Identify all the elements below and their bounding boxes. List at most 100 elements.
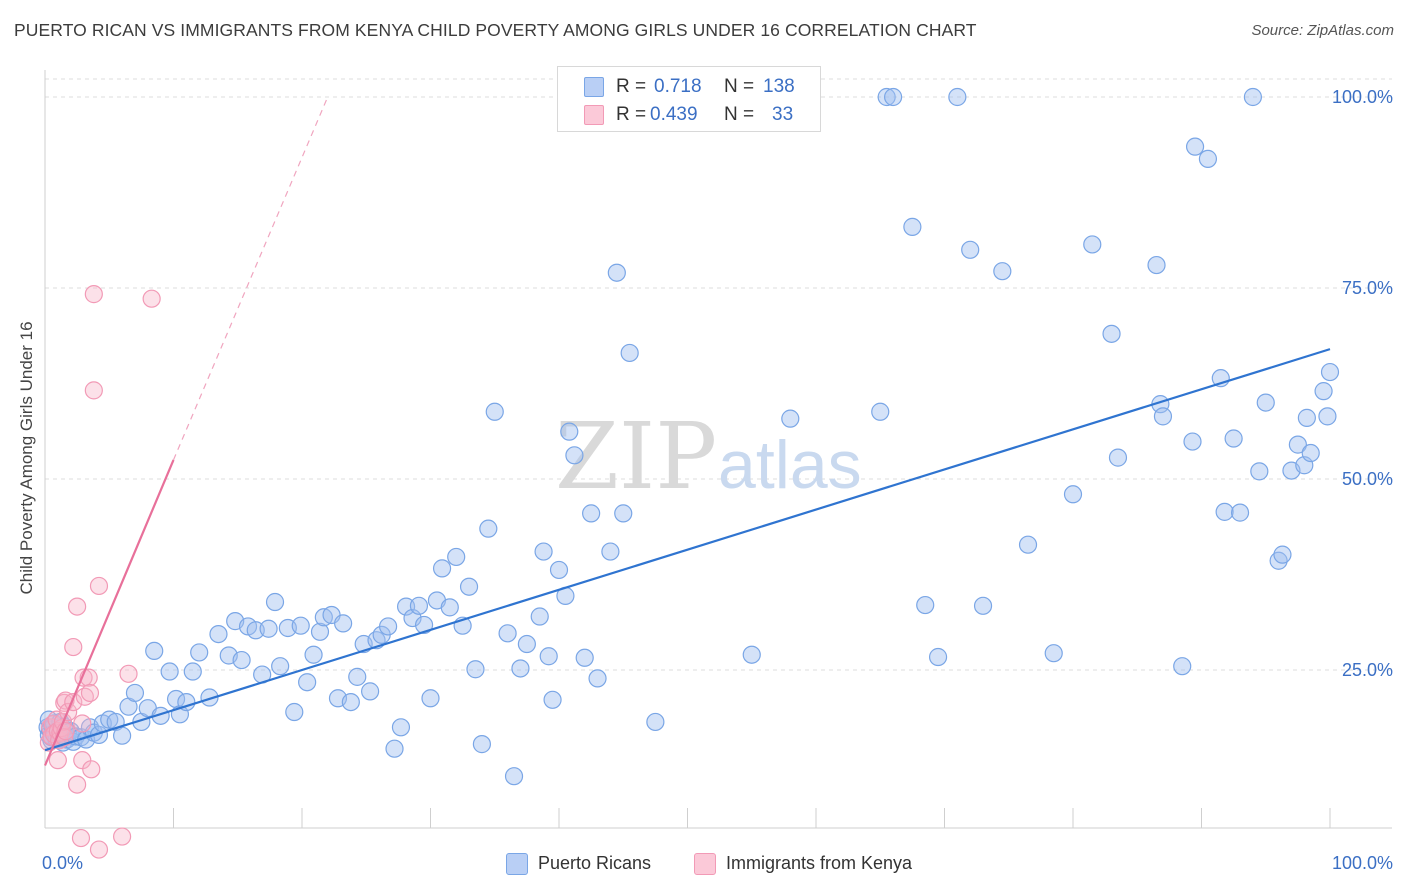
- y-axis-label: Child Poverty Among Girls Under 16: [17, 321, 36, 594]
- data-point-puerto-ricans: [588, 669, 607, 688]
- data-point-puerto-ricans: [1301, 443, 1320, 463]
- legend-row-puerto-ricans: R = 0.718 N = 138: [558, 74, 820, 102]
- data-point-puerto-ricans: [341, 692, 360, 712]
- legend-r-value: 0.439: [650, 104, 698, 125]
- data-point-puerto-ricans: [361, 682, 380, 701]
- data-point-puerto-ricans: [1018, 535, 1038, 554]
- data-point-puerto-ricans: [1243, 87, 1263, 107]
- data-point-puerto-ricans: [916, 595, 935, 615]
- data-point-puerto-ricans: [614, 504, 633, 523]
- axes-layer: [44, 70, 1392, 829]
- data-point-puerto-ricans: [190, 643, 209, 662]
- data-point-puerto-ricans: [511, 659, 530, 678]
- data-point-kenya: [71, 828, 91, 848]
- watermark-zip: ZIP: [555, 403, 717, 510]
- correlation-legend: R = 0.718 N = 138 R = 0.439 N = 33: [557, 66, 821, 132]
- legend-r-value: 0.718: [654, 76, 702, 97]
- data-point-puerto-ricans: [582, 504, 601, 523]
- data-point-kenya: [119, 664, 138, 683]
- data-point-puerto-ricans: [601, 542, 620, 561]
- data-point-puerto-ricans: [409, 596, 429, 615]
- trend-line-kenya-extension: [172, 96, 329, 461]
- y-tick-label: 25.0%: [1342, 660, 1393, 680]
- data-point-puerto-ricans: [348, 667, 367, 686]
- data-point-puerto-ricans: [1224, 429, 1243, 448]
- data-point-puerto-ricans: [646, 712, 665, 732]
- source-credit: Source: ZipAtlas.com: [1251, 22, 1394, 39]
- y-tick-label: 50.0%: [1342, 469, 1393, 489]
- data-point-puerto-ricans: [466, 660, 485, 679]
- data-point-puerto-ricans: [742, 645, 761, 664]
- data-point-puerto-ricans: [1185, 137, 1205, 156]
- data-point-puerto-ricans: [903, 217, 922, 236]
- data-point-puerto-ricans: [209, 624, 228, 644]
- x-tick-label-min: 0.0%: [42, 853, 83, 873]
- legend-n-value: 33: [772, 104, 794, 125]
- data-point-puerto-ricans: [1183, 432, 1202, 451]
- watermark-atlas: atlas: [718, 427, 862, 503]
- data-point-puerto-ricans: [871, 402, 890, 421]
- legend-swatch-pink: [584, 105, 604, 125]
- legend-n-label: N =: [724, 76, 755, 97]
- data-point-puerto-ricans: [1108, 448, 1128, 467]
- data-point-puerto-ricans: [259, 619, 278, 638]
- legend-n-value: 138: [763, 76, 795, 97]
- data-point-kenya: [80, 683, 100, 703]
- data-point-kenya: [84, 381, 103, 400]
- data-point-puerto-ricans: [447, 547, 466, 567]
- data-point-puerto-ricans: [620, 343, 639, 363]
- data-point-puerto-ricans: [1083, 235, 1102, 254]
- data-point-puerto-ricans: [607, 263, 626, 282]
- data-point-puerto-ricans: [472, 735, 491, 754]
- data-point-puerto-ricans: [485, 402, 504, 421]
- data-point-puerto-ricans: [961, 240, 980, 259]
- data-point-puerto-ricans: [1044, 644, 1063, 663]
- bottom-legend-swatch-pink: [694, 853, 716, 875]
- data-point-puerto-ricans: [285, 702, 304, 722]
- watermark: ZIP atlas: [555, 403, 862, 510]
- data-point-puerto-ricans: [1288, 435, 1307, 454]
- data-point-kenya: [112, 827, 132, 846]
- data-point-puerto-ricans: [498, 624, 517, 643]
- data-point-puerto-ricans: [391, 718, 411, 737]
- data-point-puerto-ricans: [973, 596, 993, 615]
- series-kenya: [39, 285, 161, 859]
- data-point-kenya: [48, 751, 67, 770]
- data-point-puerto-ricans: [1256, 393, 1275, 412]
- data-point-puerto-ricans: [560, 422, 579, 441]
- data-point-puerto-ricans: [200, 688, 219, 707]
- legend-r-label: R =: [616, 76, 647, 97]
- data-point-puerto-ricans: [378, 617, 398, 636]
- data-point-puerto-ricans: [575, 648, 594, 667]
- data-point-puerto-ricans: [877, 87, 896, 107]
- data-point-puerto-ricans: [539, 647, 558, 666]
- data-point-puerto-ricans: [1230, 503, 1250, 522]
- data-point-puerto-ricans: [459, 577, 479, 596]
- data-point-puerto-ricans: [1173, 657, 1192, 676]
- grid-layer: [45, 78, 1392, 671]
- data-point-kenya: [68, 775, 87, 794]
- data-point-puerto-ricans: [440, 598, 459, 617]
- data-point-puerto-ricans: [883, 87, 903, 107]
- data-point-puerto-ricans: [534, 542, 553, 561]
- legend-swatch-blue: [584, 77, 604, 97]
- y-tick-label: 100.0%: [1332, 87, 1393, 107]
- data-point-kenya: [68, 597, 87, 616]
- data-point-puerto-ricans: [948, 87, 967, 107]
- data-point-puerto-ricans: [543, 690, 562, 709]
- data-point-puerto-ricans: [160, 662, 179, 681]
- data-point-puerto-ricans: [183, 662, 202, 681]
- y-tick-label: 75.0%: [1342, 278, 1393, 298]
- data-point-kenya: [82, 760, 101, 779]
- data-point-puerto-ricans: [1250, 462, 1269, 481]
- bottom-legend-swatch-blue: [506, 853, 528, 875]
- data-point-puerto-ricans: [265, 592, 285, 612]
- data-point-puerto-ricans: [1147, 255, 1166, 275]
- data-point-puerto-ricans: [781, 409, 800, 428]
- data-point-puerto-ricans: [1273, 545, 1292, 564]
- data-point-puerto-ricans: [1297, 408, 1316, 427]
- data-point-puerto-ricans: [1318, 407, 1337, 426]
- data-point-puerto-ricans: [993, 262, 1012, 281]
- data-point-puerto-ricans: [479, 519, 498, 538]
